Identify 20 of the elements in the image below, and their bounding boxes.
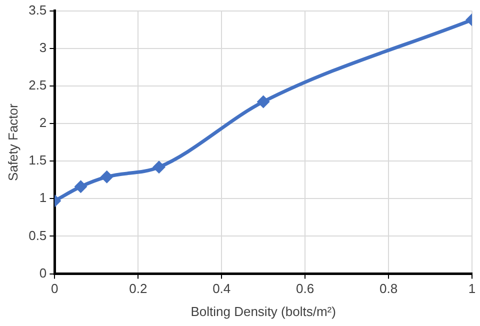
x-tick-label: 0.4: [212, 281, 231, 296]
x-tick-label: 0.6: [296, 281, 314, 296]
y-tick-label: 0: [39, 265, 47, 280]
y-tick-label: 1: [39, 190, 47, 206]
y-tick-label: 3.5: [28, 2, 47, 18]
y-tick-label: 3: [39, 40, 47, 55]
y-axis-title: Safety Factor: [5, 102, 20, 181]
x-tick-label: 0: [51, 281, 58, 296]
y-tick-label: 2.5: [28, 78, 47, 93]
x-tick-label: 0.2: [129, 281, 148, 296]
point: [75, 180, 87, 192]
y-tick-label: 1.5: [28, 152, 47, 168]
y-tick-label: 0.5: [28, 228, 47, 243]
x-tick-label: 0.8: [379, 281, 398, 296]
point: [153, 161, 165, 173]
point: [258, 96, 270, 108]
y-tick-label: 2: [39, 115, 47, 130]
point: [101, 171, 113, 183]
x-axis-title: Bolting Density (bolts/m²): [190, 304, 336, 319]
x-tick-label: 1: [468, 281, 476, 296]
